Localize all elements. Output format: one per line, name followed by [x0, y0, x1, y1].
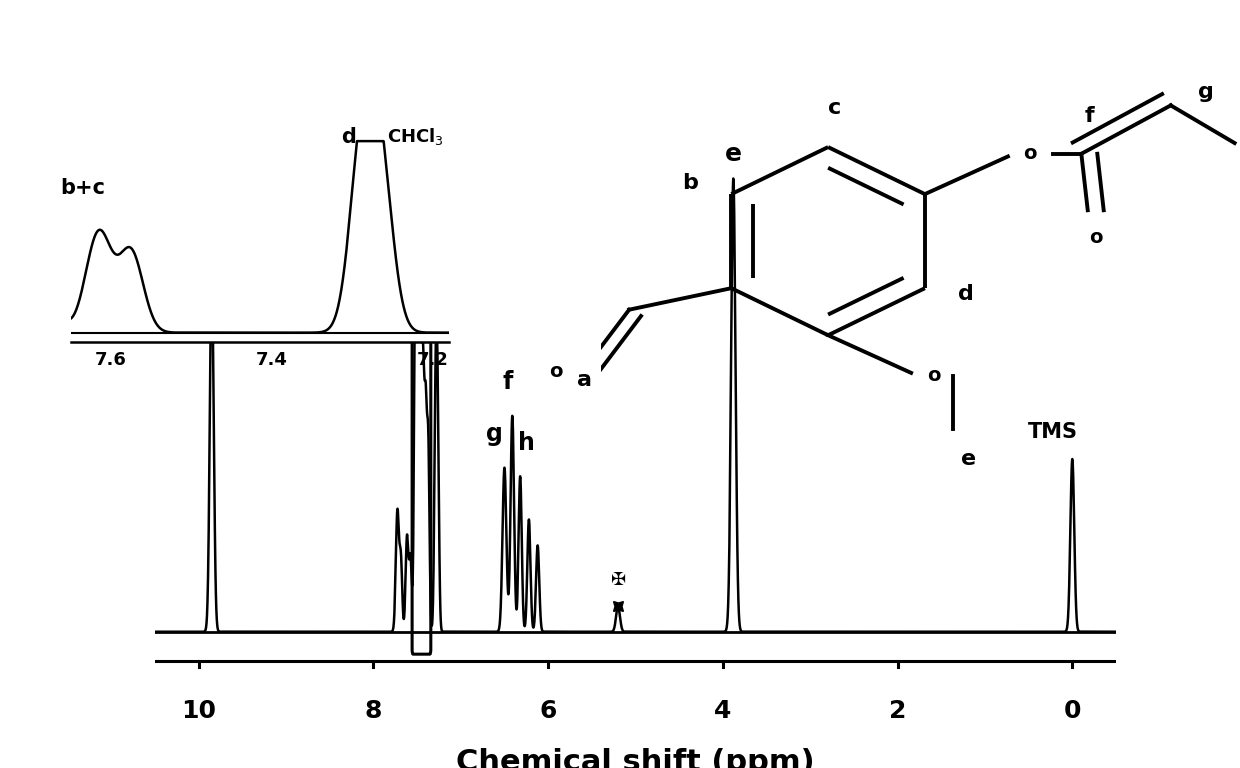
- Text: g: g: [486, 422, 502, 446]
- Text: b+c: b+c: [61, 177, 105, 197]
- Text: o: o: [1089, 227, 1102, 247]
- Text: b: b: [682, 174, 698, 194]
- Text: e: e: [725, 141, 742, 166]
- Text: c: c: [828, 98, 841, 118]
- X-axis label: Chemical shift (ppm): Chemical shift (ppm): [456, 749, 815, 768]
- Text: f: f: [502, 370, 513, 394]
- Text: a: a: [577, 369, 591, 389]
- Text: f: f: [1085, 106, 1095, 126]
- Text: o: o: [549, 362, 563, 381]
- Text: o: o: [1023, 144, 1037, 164]
- Text: h: h: [518, 431, 534, 455]
- Text: CHCl$_3$: CHCl$_3$: [387, 126, 444, 147]
- Text: $\maltese$: $\maltese$: [610, 571, 626, 588]
- Text: d: d: [341, 127, 356, 147]
- Text: o: o: [926, 366, 940, 385]
- Text: g: g: [1198, 82, 1214, 102]
- Text: TMS: TMS: [1028, 422, 1078, 442]
- Text: a: a: [192, 223, 210, 247]
- Text: e: e: [961, 449, 976, 469]
- Text: d: d: [959, 283, 975, 303]
